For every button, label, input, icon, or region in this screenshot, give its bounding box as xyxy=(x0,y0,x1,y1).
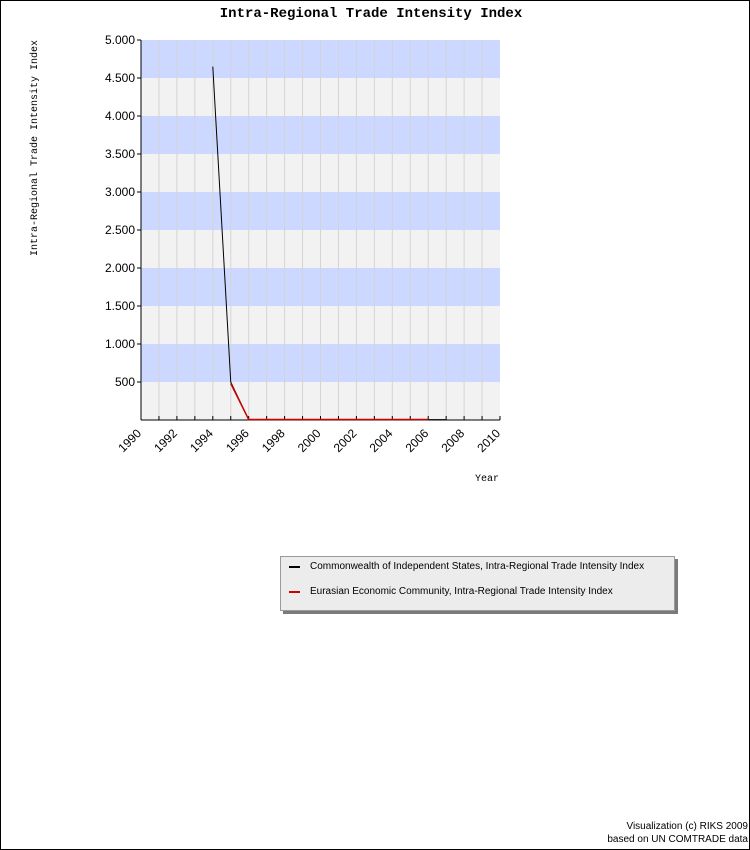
chart-legend: Commonwealth of Independent States, Intr… xyxy=(280,556,675,611)
y-tick-label: 4.500 xyxy=(105,71,135,85)
y-tick-label: 1.000 xyxy=(105,337,135,351)
y-axis-label: Intra-Regional Trade Intensity Index xyxy=(29,40,41,256)
x-tick-label: 1996 xyxy=(223,426,252,455)
credits: Visualization (c) RIKS 2009 based on UN … xyxy=(607,820,748,846)
chart-title: Intra-Regional Trade Intensity Index xyxy=(220,6,523,22)
legend-label-cis: Commonwealth of Independent States, Intr… xyxy=(310,561,645,572)
y-tick-label: 4.000 xyxy=(105,109,135,123)
y-tick-label: 1.500 xyxy=(105,299,135,313)
y-tick-label: 5.000 xyxy=(105,33,135,47)
y-tick-label: 3.000 xyxy=(105,185,135,199)
x-tick-label: 1998 xyxy=(259,426,288,455)
y-tick-label: 2.500 xyxy=(105,223,135,237)
y-tick-label: 500 xyxy=(115,375,135,389)
legend-label-eurasec: Eurasian Economic Community, Intra-Regio… xyxy=(310,586,613,597)
y-tick-label: 2.000 xyxy=(105,261,135,275)
x-tick-label: 1990 xyxy=(115,426,144,455)
x-tick-label: 2002 xyxy=(331,426,360,455)
credits-line-2: based on UN COMTRADE data xyxy=(607,834,748,845)
x-tick-label: 2004 xyxy=(367,426,396,455)
x-tick-label: 2006 xyxy=(403,426,432,455)
y-tick-label: 3.500 xyxy=(105,147,135,161)
credits-line-1: Visualization (c) RIKS 2009 xyxy=(626,821,748,832)
x-tick-label: 2010 xyxy=(474,426,503,455)
x-tick-label: 1992 xyxy=(151,426,180,455)
x-tick-label: 2008 xyxy=(438,426,467,455)
series-line-eurasec xyxy=(230,383,429,421)
x-axis-label: Year xyxy=(475,474,499,485)
x-tick-label: 1994 xyxy=(187,426,216,455)
legend-swatch-cis xyxy=(289,566,300,568)
legend-swatch-eurasec xyxy=(289,591,300,593)
x-tick-label: 2000 xyxy=(295,426,324,455)
